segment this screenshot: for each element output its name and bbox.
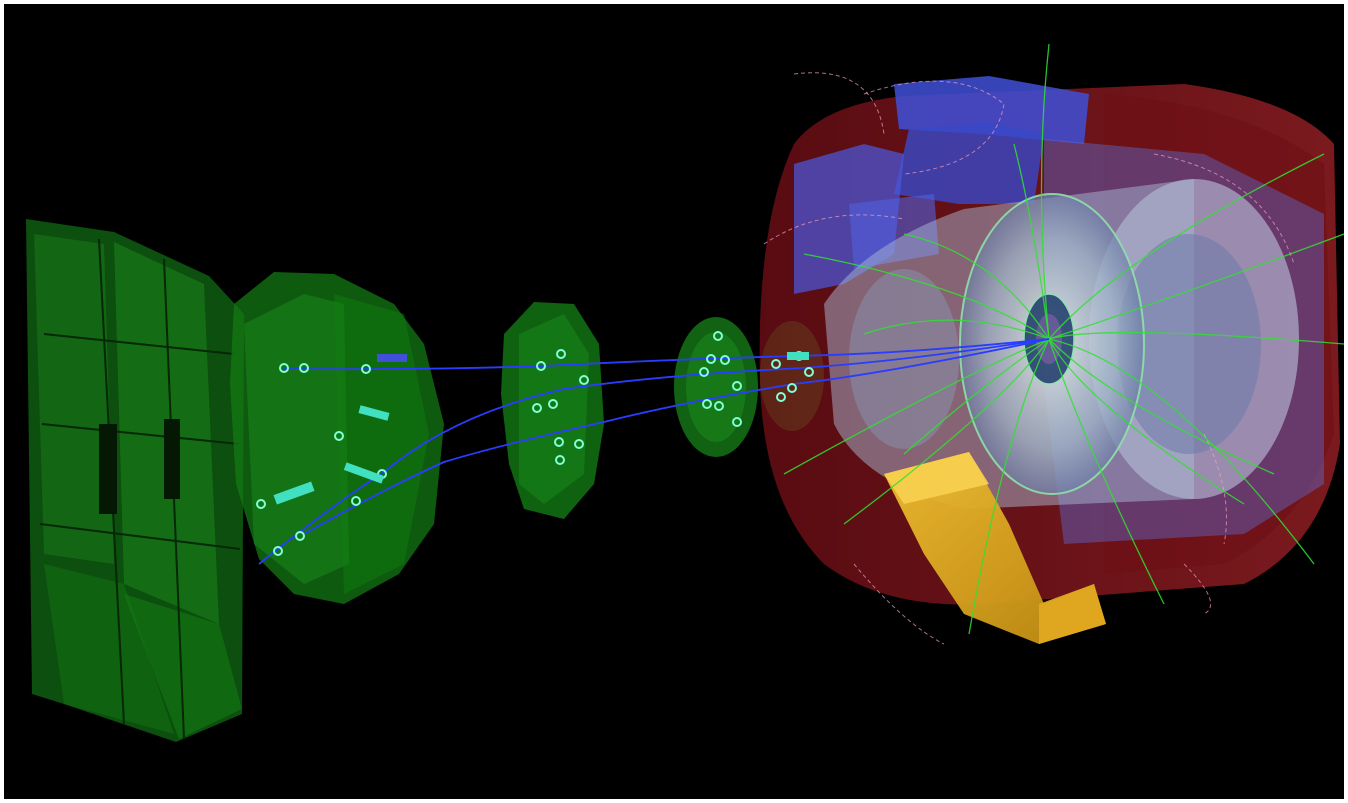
hit-markers (256, 331, 814, 556)
muon-endcap-disk-1 (674, 317, 758, 457)
event-display-viewport[interactable] (4, 4, 1344, 799)
low-pt-tracks (763, 72, 1295, 645)
charged-tracks (783, 43, 1344, 635)
event-display-scene[interactable] (4, 4, 1344, 799)
muon-station-outer (26, 219, 244, 742)
magnet-yellow-block (884, 452, 1106, 644)
muon-station-3 (501, 302, 604, 519)
muon-tracks (258, 338, 1050, 565)
muon-station-2 (230, 272, 444, 604)
hit-clusters (273, 352, 809, 505)
